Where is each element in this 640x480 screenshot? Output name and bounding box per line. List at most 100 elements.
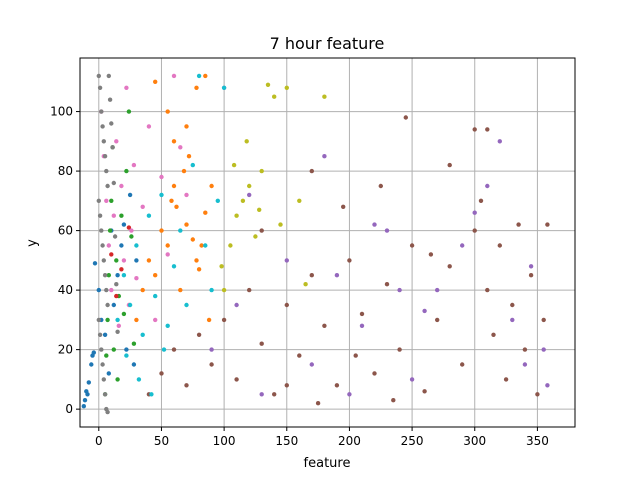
data-point-series-2 <box>107 228 113 233</box>
data-point-series-1 <box>171 183 177 189</box>
data-point-series-0 <box>85 392 90 397</box>
data-point-series-6 <box>111 213 117 218</box>
data-point-series-5 <box>472 228 477 233</box>
data-point-series-0 <box>119 243 124 248</box>
data-point-series-3 <box>126 225 132 230</box>
data-point-series-8 <box>257 207 262 212</box>
data-point-series-5 <box>491 332 496 337</box>
data-point-series-7 <box>96 198 102 203</box>
data-point-series-5 <box>460 362 465 367</box>
data-point-series-9 <box>153 293 158 299</box>
data-point-series-4 <box>309 362 314 367</box>
data-point-series-7 <box>97 85 103 91</box>
data-point-series-5 <box>497 243 502 248</box>
data-point-series-5 <box>359 311 365 317</box>
data-point-series-0 <box>91 350 97 355</box>
data-point-series-7 <box>104 168 109 174</box>
data-point-series-1 <box>203 210 208 215</box>
data-point-series-6 <box>140 204 145 209</box>
data-point-series-8 <box>322 94 327 99</box>
data-point-series-5 <box>372 371 377 376</box>
data-point-series-1 <box>181 168 187 174</box>
data-point-series-2 <box>114 258 119 263</box>
data-point-series-7 <box>102 392 108 397</box>
data-point-series-9 <box>115 317 120 323</box>
data-point-series-6 <box>124 85 129 91</box>
data-point-series-7 <box>109 121 114 126</box>
data-point-series-1 <box>159 228 164 233</box>
data-point-series-4 <box>359 323 365 328</box>
data-point-series-9 <box>161 347 167 352</box>
data-point-series-3 <box>114 293 119 299</box>
data-point-series-5 <box>510 302 515 308</box>
data-point-series-9 <box>121 273 127 278</box>
data-point-series-9 <box>178 228 183 233</box>
data-point-series-1 <box>184 222 189 227</box>
data-point-series-5 <box>272 392 277 397</box>
data-point-series-5 <box>384 282 390 287</box>
data-point-series-7 <box>105 409 110 415</box>
data-point-series-1 <box>178 287 183 293</box>
data-point-series-5 <box>503 377 509 382</box>
data-point-series-7 <box>99 347 104 352</box>
data-point-series-8 <box>265 82 271 88</box>
data-point-series-6 <box>114 139 119 144</box>
data-point-series-8 <box>219 264 224 269</box>
data-points <box>81 73 550 415</box>
data-point-series-7 <box>102 154 108 159</box>
data-point-series-4 <box>545 383 550 388</box>
data-point-series-8 <box>278 222 283 227</box>
x-tick-label: 300 <box>463 434 486 448</box>
data-point-series-1 <box>196 267 202 272</box>
data-point-series-4 <box>485 183 490 189</box>
data-point-series-5 <box>535 392 540 397</box>
data-point-series-5 <box>409 243 415 248</box>
data-point-series-8 <box>244 139 249 144</box>
data-point-series-1 <box>194 258 199 263</box>
data-point-series-4 <box>284 258 289 263</box>
data-point-series-9 <box>221 85 227 91</box>
data-point-series-5 <box>403 115 408 120</box>
data-point-series-1 <box>194 85 199 91</box>
grid-lines <box>80 58 575 427</box>
data-point-series-5 <box>209 362 214 367</box>
data-point-series-5 <box>428 252 434 257</box>
data-point-series-8 <box>272 94 277 99</box>
data-point-series-6 <box>116 323 122 328</box>
data-point-series-2 <box>106 273 112 278</box>
data-point-series-5 <box>378 183 383 189</box>
data-point-series-8 <box>303 282 308 287</box>
data-point-series-8 <box>297 198 302 203</box>
data-point-series-5 <box>528 273 534 278</box>
data-point-series-5 <box>334 383 340 388</box>
data-point-series-7 <box>96 317 102 323</box>
data-point-series-6 <box>153 317 158 323</box>
data-point-series-9 <box>209 287 214 293</box>
data-point-series-4 <box>322 154 327 159</box>
data-point-series-9 <box>140 332 145 337</box>
data-point-series-5 <box>485 127 490 132</box>
data-point-series-0 <box>82 398 88 403</box>
data-point-series-1 <box>153 273 158 278</box>
data-point-series-9 <box>146 213 152 218</box>
data-point-series-5 <box>221 317 227 323</box>
data-point-series-2 <box>121 311 127 317</box>
data-point-series-6 <box>121 258 127 263</box>
data-point-series-9 <box>203 243 208 248</box>
data-point-series-5 <box>259 341 264 346</box>
data-point-series-5 <box>447 264 452 269</box>
data-point-series-5 <box>341 204 346 209</box>
data-point-series-4 <box>541 347 546 352</box>
y-tick-label: 60 <box>58 224 73 238</box>
data-point-series-7 <box>114 282 119 287</box>
data-point-series-1 <box>165 243 170 248</box>
x-axis-label: feature <box>304 456 351 471</box>
y-tick-label: 20 <box>58 343 73 357</box>
data-point-series-0 <box>86 380 92 385</box>
data-point-series-7 <box>101 377 107 382</box>
data-point-series-4 <box>472 210 477 215</box>
data-point-series-5 <box>545 222 550 227</box>
data-point-series-0 <box>81 404 87 409</box>
data-point-series-6 <box>106 243 112 248</box>
data-point-series-9 <box>171 264 177 269</box>
